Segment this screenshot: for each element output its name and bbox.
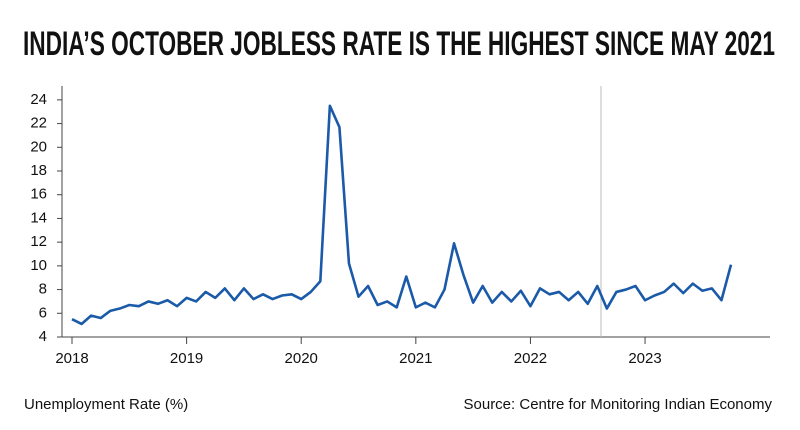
y-tick-label: 12 xyxy=(30,233,47,250)
source: Source: Centre for Monitoring Indian Eco… xyxy=(464,396,773,413)
y-tick-label: 6 xyxy=(39,304,47,321)
y-tick-label: 22 xyxy=(30,115,47,132)
y-tick-label: 24 xyxy=(30,91,47,108)
chart-title: INDIA’S OCTOBER JOBLESS RATE IS THE HIGH… xyxy=(23,25,775,63)
y-tick-label: 8 xyxy=(39,281,47,298)
y-tick-label: 4 xyxy=(39,328,47,345)
y-tick-label: 14 xyxy=(30,209,47,226)
x-tick-label: 2019 xyxy=(170,350,203,367)
x-tick-label: 2020 xyxy=(285,350,318,367)
line xyxy=(71,104,733,326)
y-axis-label: Unemployment Rate (%) xyxy=(24,396,188,413)
y-tick-label: 20 xyxy=(30,138,47,155)
y-tick-label: 10 xyxy=(30,257,47,274)
y-tick-label: 18 xyxy=(30,162,47,179)
x-tick-label: 2021 xyxy=(399,350,432,367)
x-tick-label: 2018 xyxy=(55,350,88,367)
y-tick-label: 16 xyxy=(30,186,47,203)
x-tick-label: 2022 xyxy=(514,350,547,367)
x-tick-label: 2023 xyxy=(628,350,661,367)
